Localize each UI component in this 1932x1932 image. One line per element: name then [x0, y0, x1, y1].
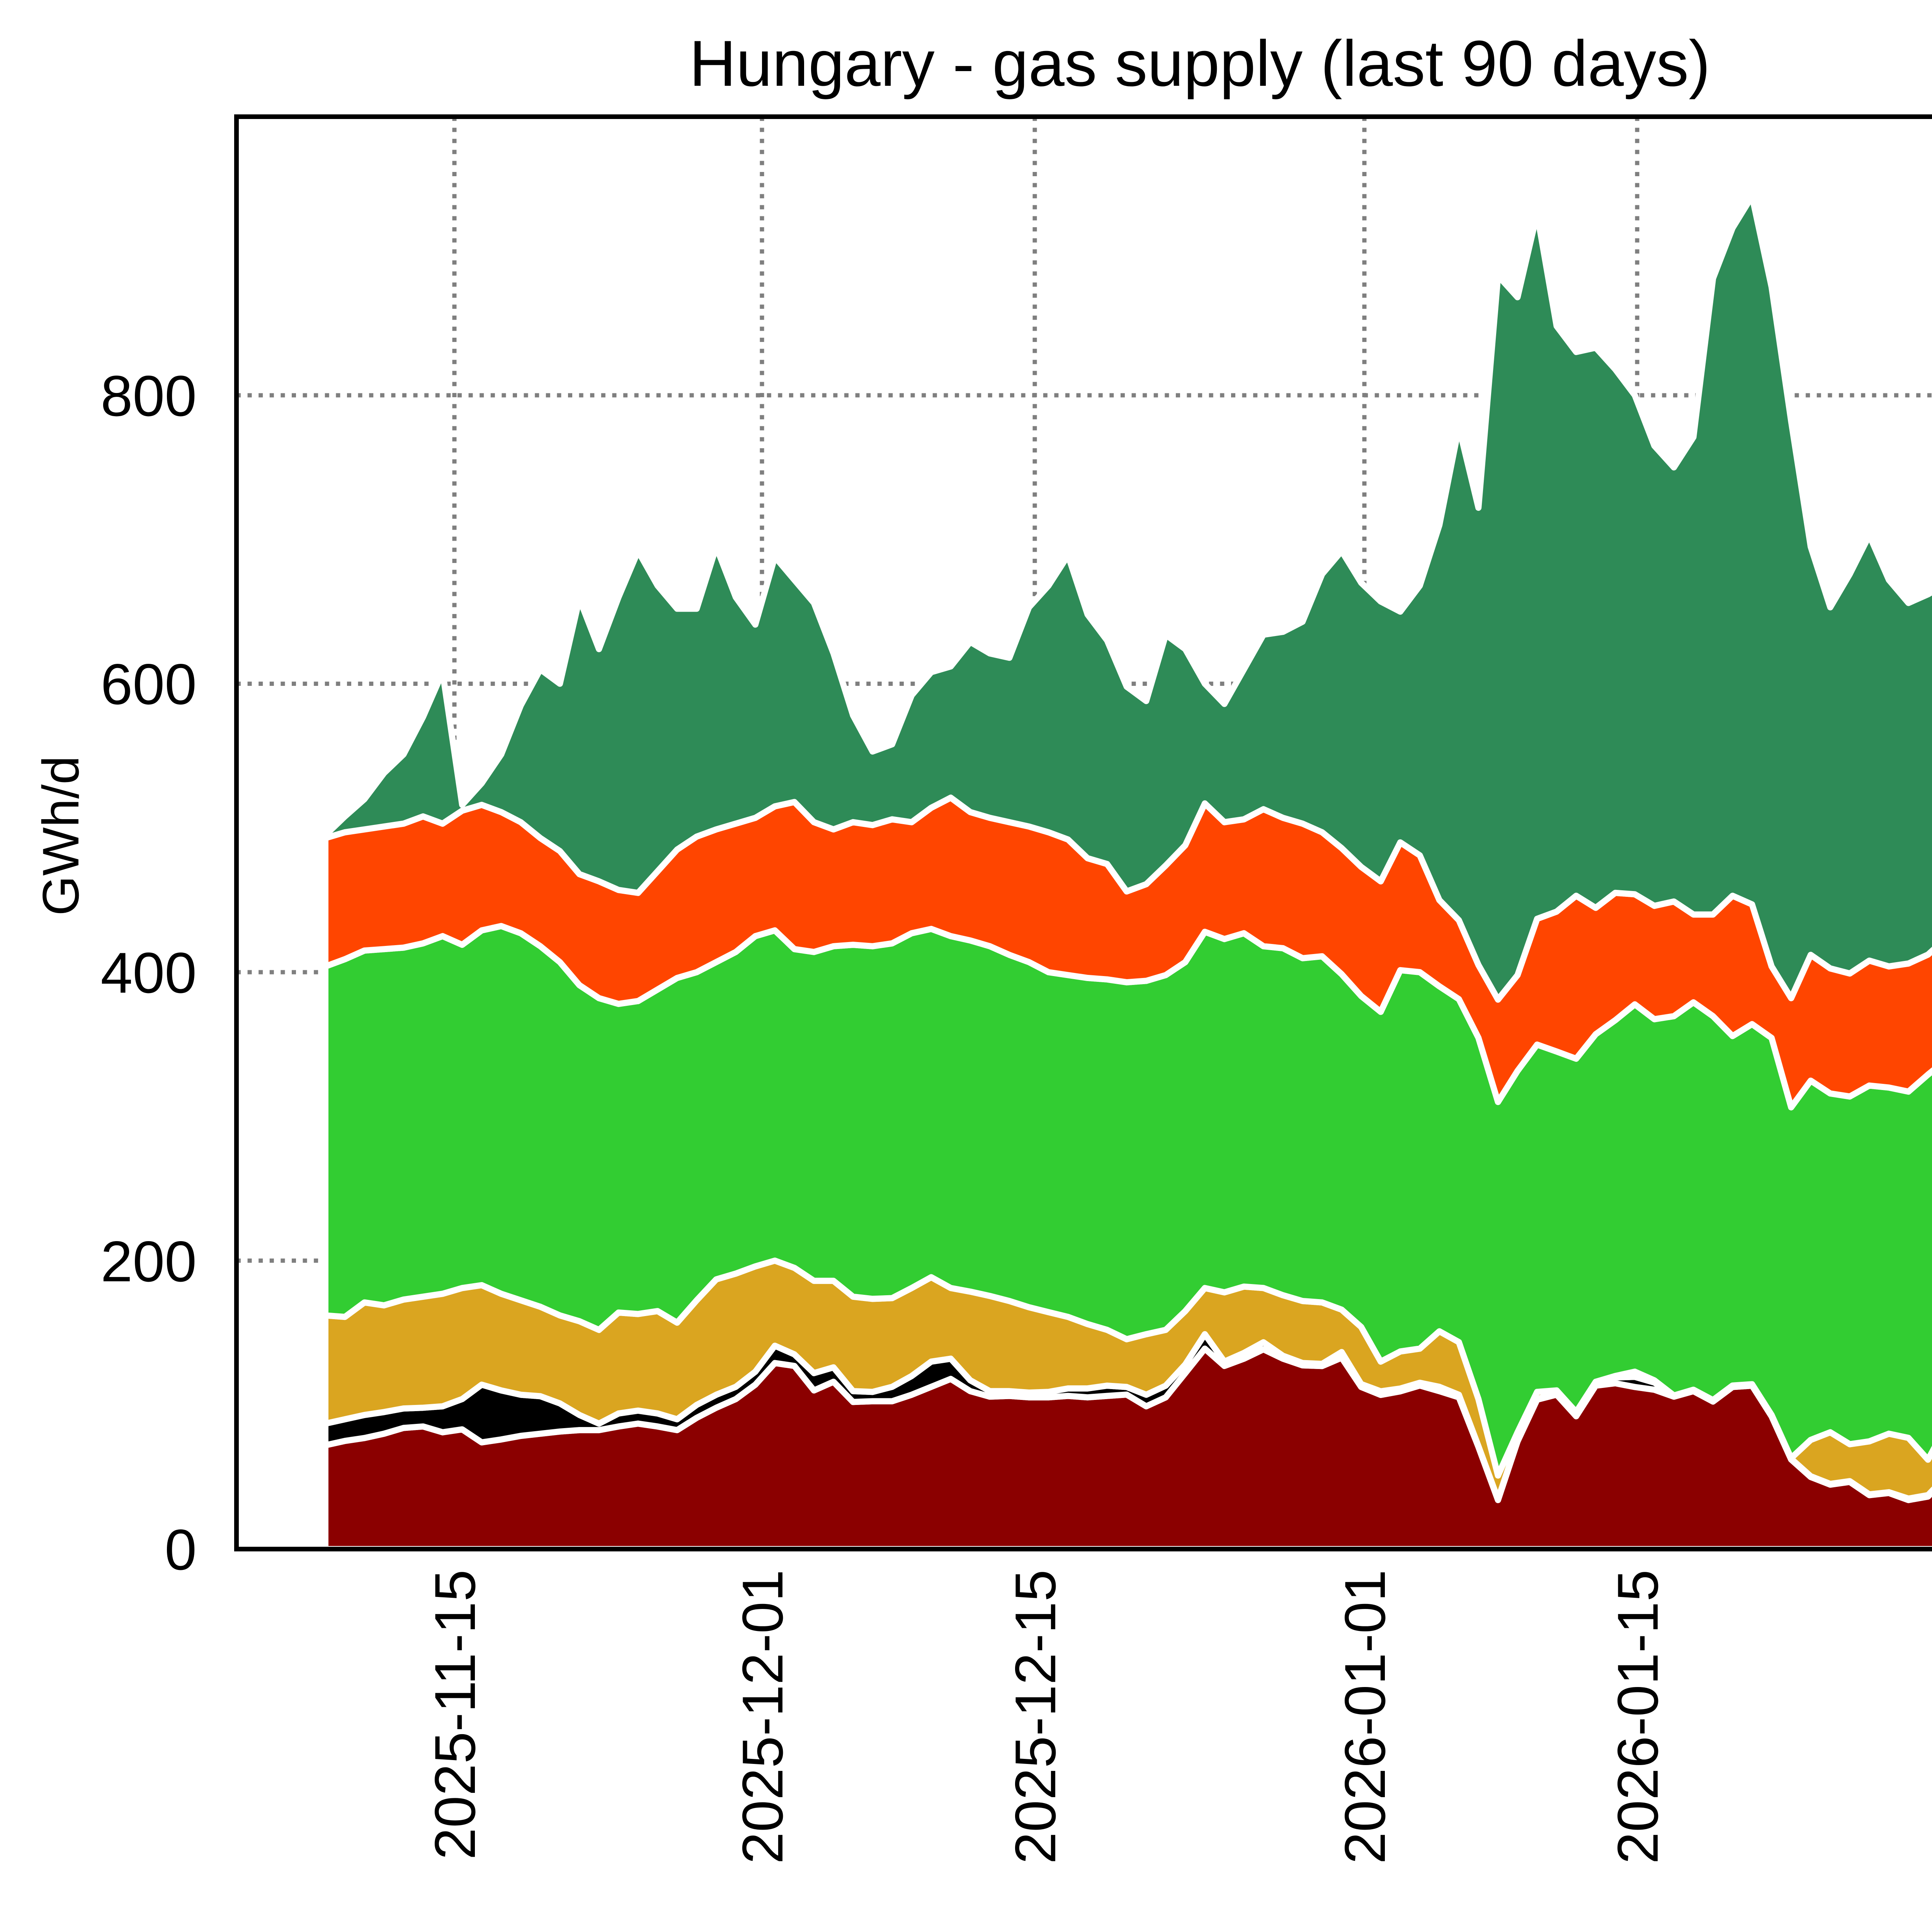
svg-text:2025-12-15: 2025-12-15: [1003, 1570, 1068, 1864]
svg-text:600: 600: [100, 652, 197, 716]
svg-text:0: 0: [165, 1517, 197, 1582]
svg-text:2026-01-15: 2026-01-15: [1605, 1570, 1670, 1864]
svg-text:2025-11-15: 2025-11-15: [423, 1570, 487, 1860]
svg-text:400: 400: [100, 940, 197, 1005]
svg-text:2025-12-01: 2025-12-01: [730, 1570, 795, 1864]
svg-text:2026-02-01: 2026-02-01: [1931, 1570, 1932, 1864]
svg-text:GWh/d: GWh/d: [32, 756, 90, 916]
svg-text:800: 800: [100, 364, 197, 428]
svg-text:200: 200: [100, 1229, 197, 1294]
svg-text:2026-01-01: 2026-01-01: [1333, 1570, 1397, 1864]
svg-text:Hungary - gas supply (last 90: Hungary - gas supply (last 90 days): [689, 27, 1711, 100]
